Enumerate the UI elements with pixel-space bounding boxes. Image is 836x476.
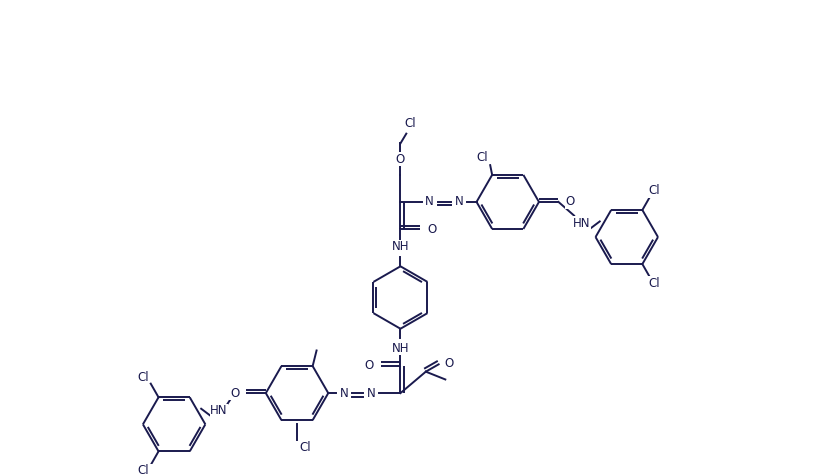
Text: O: O — [230, 387, 239, 400]
Text: HN: HN — [210, 404, 227, 417]
Text: NH: NH — [391, 342, 409, 355]
Text: Cl: Cl — [648, 277, 659, 290]
Text: NH: NH — [391, 240, 409, 253]
Text: O: O — [395, 152, 405, 166]
Text: N: N — [425, 196, 434, 208]
Text: N: N — [454, 196, 463, 208]
Text: Cl: Cl — [298, 441, 310, 454]
Text: Cl: Cl — [137, 371, 149, 384]
Text: O: O — [565, 196, 574, 208]
Text: Cl: Cl — [137, 465, 149, 476]
Text: Cl: Cl — [648, 184, 659, 197]
Text: N: N — [339, 387, 348, 400]
Text: Cl: Cl — [476, 151, 487, 164]
Text: Cl: Cl — [404, 118, 415, 130]
Text: O: O — [426, 223, 436, 236]
Text: O: O — [364, 359, 374, 372]
Text: O: O — [444, 357, 453, 370]
Text: N: N — [366, 387, 375, 400]
Text: HN: HN — [573, 217, 590, 230]
